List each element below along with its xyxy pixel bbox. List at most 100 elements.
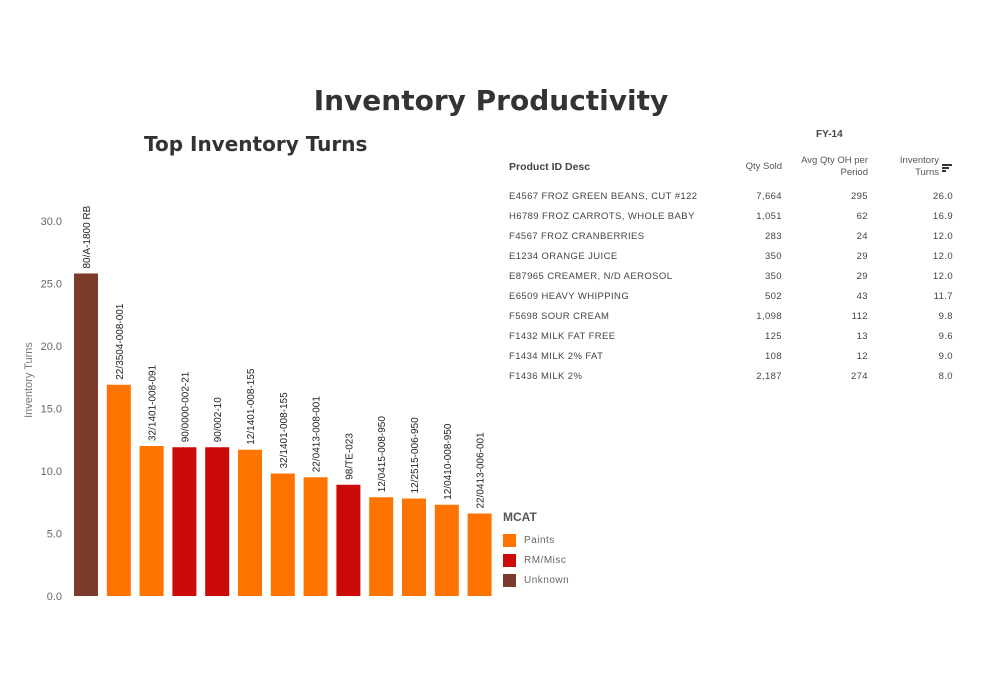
cell-product-id: F1434 MILK 2% FAT xyxy=(509,351,604,362)
table-row[interactable]: E1234 ORANGE JUICE 350 29 12.0 xyxy=(502,251,962,271)
y-axis-label: Inventory Turns xyxy=(23,342,35,418)
cell-inventory-turns: 16.9 xyxy=(932,211,953,222)
bar[interactable] xyxy=(74,273,98,597)
cell-qty-sold: 1,098 xyxy=(756,311,782,322)
legend-label-paints: Paints xyxy=(524,534,555,546)
table-row[interactable]: F5698 SOUR CREAM 1,098 112 9.8 xyxy=(502,311,962,331)
cell-avg-qty: 12 xyxy=(856,351,868,362)
bar[interactable] xyxy=(172,447,197,596)
legend-item-rm-misc[interactable]: RM/Misc xyxy=(503,550,569,570)
table-row[interactable]: F1434 MILK 2% FAT 108 12 9.0 xyxy=(502,351,962,371)
bar[interactable] xyxy=(467,513,492,597)
table-row[interactable]: E4567 FROZ GREEN BEANS, CUT #122 7,664 295… xyxy=(502,191,962,211)
cell-inventory-turns: 11.7 xyxy=(933,291,953,302)
cell-qty-sold: 1,051 xyxy=(756,211,782,222)
bar-data-label: 32/1401-008-091 xyxy=(148,364,159,441)
cell-product-id: F1436 MILK 2% xyxy=(509,371,583,382)
cell-product-id: F5698 SOUR CREAM xyxy=(509,311,610,322)
bar-data-label: 22/0413-008-001 xyxy=(312,396,323,473)
table-row[interactable]: E87965 CREAMER, N/D AEROSOL 350 29 12.0 xyxy=(502,271,962,291)
cell-avg-qty: 29 xyxy=(856,251,868,262)
bar-data-label: 12/0410-008-950 xyxy=(443,423,454,500)
cell-product-id: E4567 FROZ GREEN BEANS, CUT #122 xyxy=(509,191,698,202)
cell-avg-qty: 13 xyxy=(856,331,868,342)
column-header-avg-line1: Avg Qty OH per xyxy=(801,155,868,166)
y-tick-label: 30.0 xyxy=(41,216,62,228)
y-tick-label: 25.0 xyxy=(41,279,62,291)
column-header-desc[interactable]: Product ID Desc xyxy=(509,161,591,173)
cell-inventory-turns: 12.0 xyxy=(932,251,953,262)
bar-data-label: 22/0413-006-001 xyxy=(476,432,487,509)
bar-data-label: 12/2515-006-950 xyxy=(410,417,421,494)
cell-avg-qty: 62 xyxy=(856,211,868,222)
bar-data-label: 22/3504-008-001 xyxy=(115,303,126,380)
cell-qty-sold: 7,664 xyxy=(756,191,782,202)
y-tick-label: 20.0 xyxy=(41,341,62,353)
y-tick-label: 0.0 xyxy=(47,591,62,603)
cell-product-id: E1234 ORANGE JUICE xyxy=(509,251,618,262)
cell-product-id: H6789 FROZ CARROTS, WHOLE BABY xyxy=(509,211,695,222)
legend-item-paints[interactable]: Paints xyxy=(503,530,569,550)
column-header-qty-sold[interactable]: Qty Sold xyxy=(745,161,782,172)
dashboard-title: Inventory Productivity xyxy=(313,84,669,117)
sort-descending-icon[interactable] xyxy=(942,163,952,173)
column-header-avg-line2: Period xyxy=(840,167,868,178)
cell-qty-sold: 283 xyxy=(764,231,782,242)
bar[interactable] xyxy=(402,498,426,597)
column-header-turns-line2: Turns xyxy=(915,167,939,178)
bar[interactable] xyxy=(139,446,164,596)
bar-data-label: 98/TE-023 xyxy=(344,433,355,480)
bar-data-label: 80/A-1800 RB xyxy=(82,205,93,268)
bar-data-label: 12/1401-008-155 xyxy=(246,368,257,445)
cell-avg-qty: 43 xyxy=(856,291,868,302)
cell-avg-qty: 24 xyxy=(856,231,868,242)
legend-swatch-unknown xyxy=(503,573,516,587)
table-row[interactable]: E6509 HEAVY WHIPPING 502 43 11.7 xyxy=(502,291,962,311)
legend: MCAT Paints RM/Misc Unknown xyxy=(503,510,569,590)
bar-data-label: 12/0415-008-950 xyxy=(377,416,388,493)
bar[interactable] xyxy=(434,504,459,596)
table-row[interactable]: H6789 FROZ CARROTS, WHOLE BABY 1,051 62 16.… xyxy=(502,211,962,231)
table-row[interactable]: F1432 MILK FAT FREE 125 13 9.6 xyxy=(502,331,962,351)
cell-inventory-turns: 26.0 xyxy=(932,191,953,202)
bar[interactable] xyxy=(238,449,262,596)
cell-qty-sold: 350 xyxy=(764,271,782,282)
cell-inventory-turns: 12.0 xyxy=(932,231,953,242)
y-tick-label: 15.0 xyxy=(41,404,62,416)
bar-data-label: 32/1401-008-155 xyxy=(279,392,290,469)
bar[interactable] xyxy=(106,384,131,596)
cell-qty-sold: 350 xyxy=(764,251,782,262)
bar[interactable] xyxy=(303,477,328,596)
bar-data-label: 90/002-10 xyxy=(213,397,224,442)
cell-avg-qty: 295 xyxy=(850,191,868,202)
cell-qty-sold: 125 xyxy=(764,331,782,342)
cell-product-id: E87965 CREAMER, N/D AEROSOL xyxy=(509,271,673,282)
y-tick-label: 10.0 xyxy=(41,466,62,478)
table-row[interactable]: F1436 MILK 2% 2,187 274 8.0 xyxy=(502,371,962,391)
column-header-avg-qty[interactable]: Avg Qty OH per Period xyxy=(782,155,868,179)
cell-inventory-turns: 12.0 xyxy=(932,271,953,282)
cell-avg-qty: 112 xyxy=(851,311,868,322)
bar[interactable] xyxy=(270,473,295,597)
cell-avg-qty: 274 xyxy=(850,371,868,382)
table-row[interactable]: F4567 FROZ CRANBERRIES 283 24 12.0 xyxy=(502,231,962,251)
legend-label-rm-misc: RM/Misc xyxy=(524,554,567,566)
legend-label-unknown: Unknown xyxy=(524,574,570,586)
cell-qty-sold: 2,187 xyxy=(756,371,782,382)
legend-item-unknown[interactable]: Unknown xyxy=(503,570,569,590)
cell-qty-sold: 108 xyxy=(764,351,782,362)
bar[interactable] xyxy=(336,484,361,596)
cell-avg-qty: 29 xyxy=(856,271,868,282)
cell-inventory-turns: 8.0 xyxy=(938,371,953,382)
column-header-inventory-turns[interactable]: Inventory Turns xyxy=(872,155,939,179)
bar[interactable] xyxy=(205,447,230,596)
legend-swatch-rm-misc xyxy=(503,553,516,567)
y-tick-label: 5.0 xyxy=(47,529,62,541)
cell-qty-sold: 502 xyxy=(764,291,782,302)
legend-title: MCAT xyxy=(503,510,537,524)
column-header-turns-line1: Inventory xyxy=(899,155,939,166)
cell-inventory-turns: 9.0 xyxy=(938,351,953,362)
bar[interactable] xyxy=(369,497,394,596)
bar-data-label: 90/0000-002-21 xyxy=(180,371,191,442)
